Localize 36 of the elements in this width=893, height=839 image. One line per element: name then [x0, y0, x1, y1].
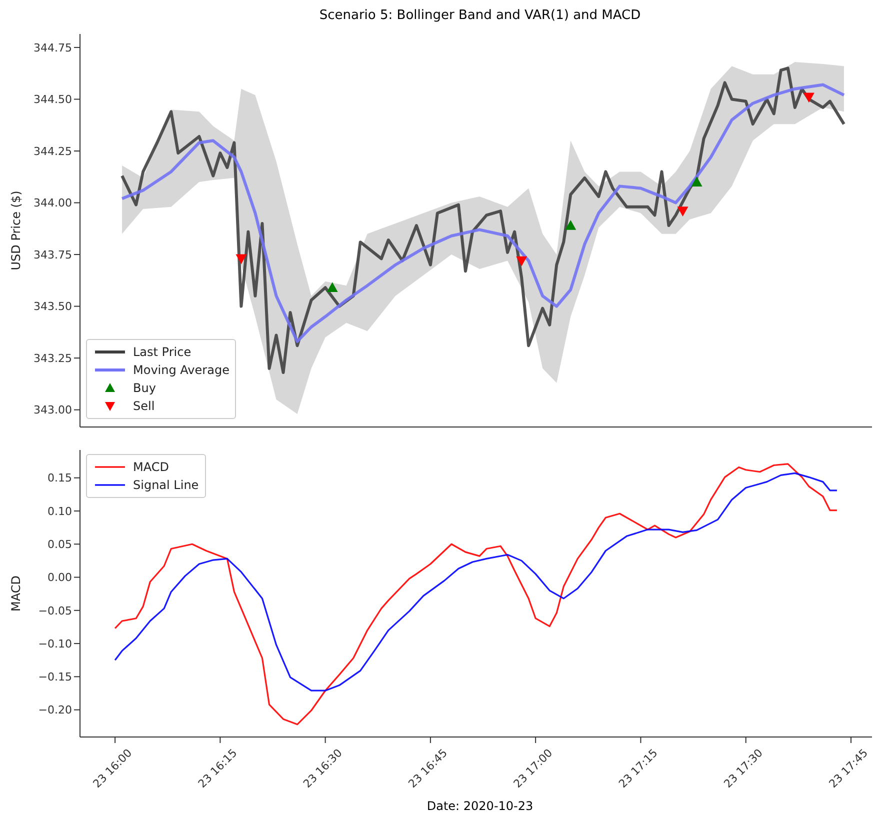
- y-tick-label: 344.00: [34, 196, 72, 210]
- point: [677, 206, 688, 217]
- y-tick-label: 343.00: [34, 404, 72, 417]
- y-tick-label: 344.50: [34, 93, 72, 106]
- y-tick-label: 0.05: [48, 538, 72, 552]
- point: [691, 176, 702, 186]
- y-tick-label: 343.50: [34, 300, 72, 314]
- y-tick-label: 343.75: [34, 248, 72, 262]
- y-tick-label: 0.15: [48, 472, 72, 485]
- legend-label: Buy: [133, 381, 156, 395]
- y-tick-label: −0.10: [38, 637, 72, 650]
- point: [516, 256, 528, 266]
- point: [236, 254, 247, 264]
- y-tick-label: 0.10: [48, 504, 72, 518]
- line-series: [114, 463, 838, 726]
- line-series: [114, 472, 838, 692]
- point: [565, 220, 576, 230]
- legend-label: Moving Average: [133, 363, 230, 377]
- y-tick-label: 344.25: [34, 144, 72, 158]
- y-tick-label: 343.25: [34, 352, 72, 365]
- line-series: [120, 83, 846, 343]
- y-tick-label: −0.05: [38, 604, 72, 618]
- y-tick-label: 344.75: [34, 41, 72, 54]
- y-tick-label: −0.20: [38, 704, 72, 717]
- legend-label: MACD: [133, 460, 169, 474]
- legend-label: Last Price: [133, 345, 192, 359]
- chart-title: Scenario 5: Bollinger Band and VAR(1) and MACD: [318, 8, 642, 25]
- point: [326, 282, 338, 292]
- y-axis-title: USD Price ($): [9, 190, 23, 270]
- x-axis-title: Date: 2020-10-23: [426, 799, 534, 813]
- y-axis-title: MACD: [9, 576, 23, 612]
- y-tick-label: −0.15: [38, 670, 72, 684]
- legend-label: Sell: [133, 399, 155, 413]
- y-tick-label: 0.00: [48, 571, 72, 584]
- point: [803, 92, 814, 103]
- legend-label: Signal Line: [133, 478, 199, 492]
